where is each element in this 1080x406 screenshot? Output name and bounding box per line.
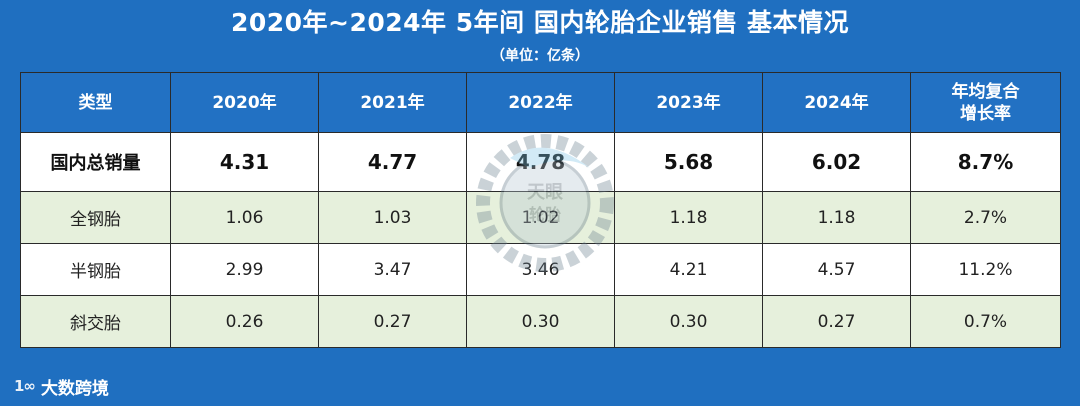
- table-total-row: 国内总销量 4.31 4.77 4.78 5.68 6.02 8.7%: [20, 132, 1061, 192]
- table-row: 全钢胎 1.06 1.03 1.02 1.18 1.18 2.7%: [20, 191, 1061, 244]
- cell-value-2024: 0.27: [762, 295, 911, 348]
- cell-value-2022: 0.30: [466, 295, 615, 348]
- header-cagr-line1: 年均复合: [951, 81, 1020, 102]
- cell-value-2023: 5.68: [614, 132, 763, 192]
- cell-value-2020: 2.99: [170, 243, 319, 296]
- cell-value-2023: 4.21: [614, 243, 763, 296]
- header-cagr: 年均复合 增长率: [910, 72, 1061, 133]
- header-2020: 2020年: [170, 72, 319, 133]
- table-row: 半钢胎 2.99 3.47 3.46 4.21 4.57 11.2%: [20, 243, 1061, 296]
- cell-value-2021: 1.03: [318, 191, 467, 244]
- cell-cagr: 11.2%: [910, 243, 1061, 296]
- table-header-row: 类型 2020年 2021年 2022年 2023年 2024年 年均复合 增长…: [20, 72, 1061, 133]
- footer-brand: 1∞ 大数跨境: [14, 372, 109, 400]
- sales-table: 类型 2020年 2021年 2022年 2023年 2024年 年均复合 增长…: [20, 72, 1061, 348]
- header-cagr-line2: 增长率: [960, 103, 1011, 124]
- chart-title: 2020年~2024年 5年间 国内轮胎企业销售 基本情况: [230, 8, 850, 37]
- cell-category: 全钢胎: [20, 191, 171, 244]
- cell-cagr: 0.7%: [910, 295, 1061, 348]
- cell-value-2023: 1.18: [614, 191, 763, 244]
- cell-value-2020: 4.31: [170, 132, 319, 192]
- cell-value-2022: 4.78: [466, 132, 615, 192]
- cell-value-2020: 1.06: [170, 191, 319, 244]
- cell-value-2023: 0.30: [614, 295, 763, 348]
- chart-subtitle: （单位：亿条）: [491, 48, 589, 64]
- cell-value-2021: 0.27: [318, 295, 467, 348]
- cell-category: 半钢胎: [20, 243, 171, 296]
- header-type: 类型: [20, 72, 171, 133]
- cell-value-2021: 4.77: [318, 132, 467, 192]
- cell-value-2022: 3.46: [466, 243, 615, 296]
- cell-value-2022: 1.02: [466, 191, 615, 244]
- cell-value-2024: 1.18: [762, 191, 911, 244]
- cell-value-2024: 4.57: [762, 243, 911, 296]
- header-2024: 2024年: [762, 72, 911, 133]
- table-row: 斜交胎 0.26 0.27 0.30 0.30 0.27 0.7%: [20, 295, 1061, 348]
- header-2022: 2022年: [466, 72, 615, 133]
- header-2021: 2021年: [318, 72, 467, 133]
- cell-category: 斜交胎: [20, 295, 171, 348]
- brand-logo-icon: 1∞: [14, 377, 36, 395]
- cell-value-2024: 6.02: [762, 132, 911, 192]
- header-2023: 2023年: [614, 72, 763, 133]
- brand-name: 大数跨境: [40, 378, 109, 399]
- cell-value-2020: 0.26: [170, 295, 319, 348]
- cell-category: 国内总销量: [20, 132, 171, 192]
- cell-value-2021: 3.47: [318, 243, 467, 296]
- cell-cagr: 2.7%: [910, 191, 1061, 244]
- cell-cagr: 8.7%: [910, 132, 1061, 192]
